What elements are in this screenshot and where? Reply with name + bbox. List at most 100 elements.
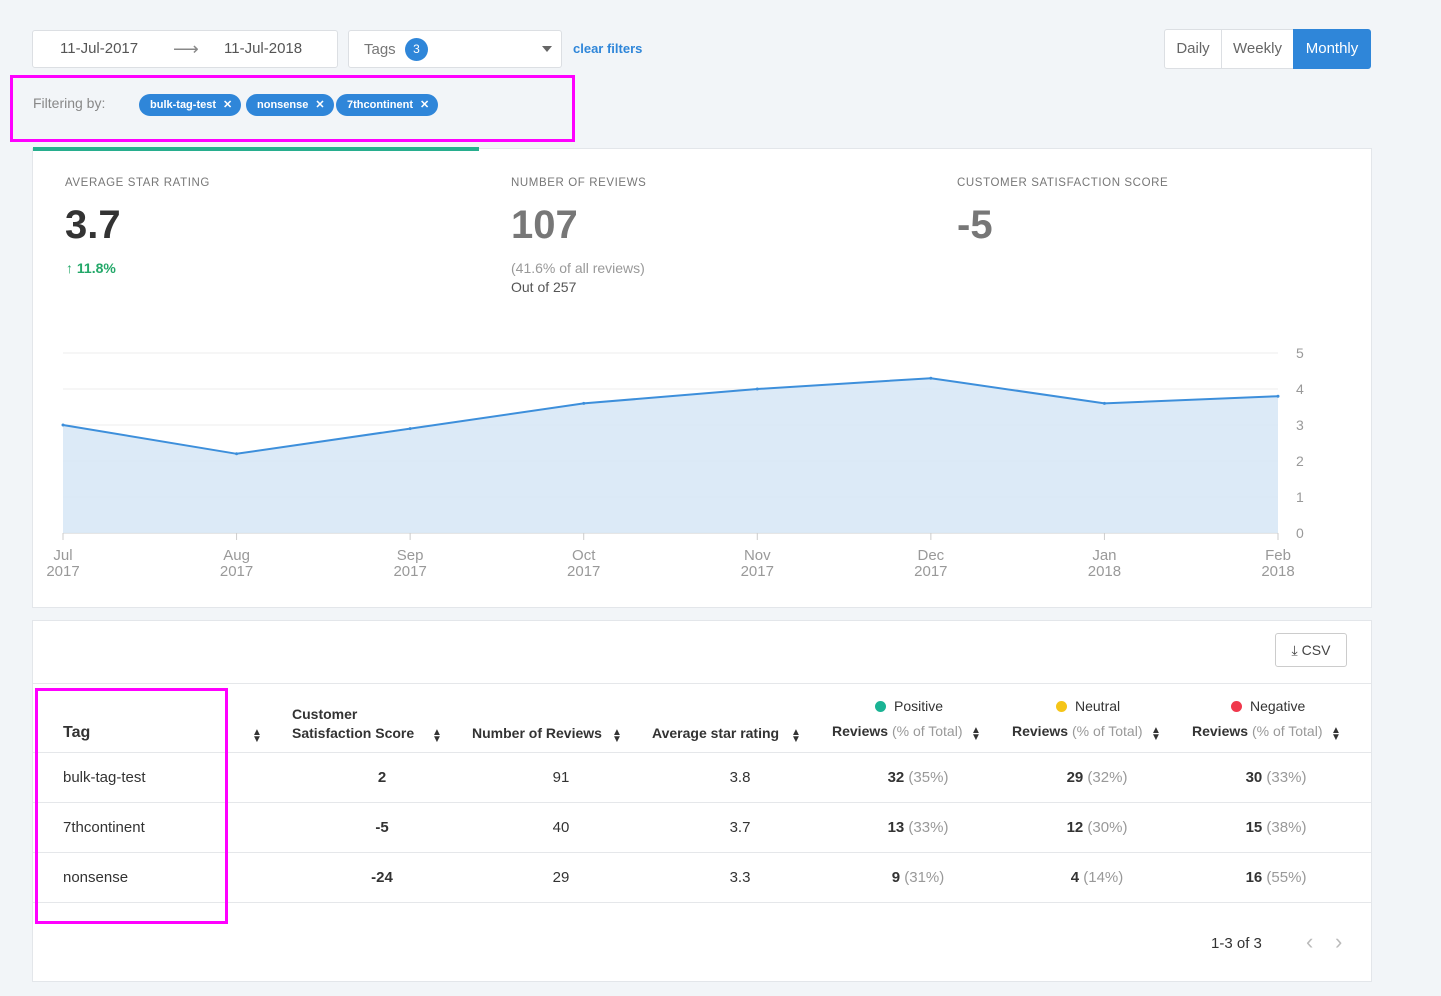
col-header-tag[interactable]: Tag bbox=[63, 724, 91, 741]
x-tick-label-month: Jan bbox=[1092, 547, 1116, 564]
col-header-positive[interactable]: Reviews (% of Total) bbox=[832, 723, 962, 739]
num-reviews-value: 107 bbox=[511, 203, 578, 247]
divider bbox=[33, 802, 1371, 803]
neutral-dot-icon bbox=[1056, 701, 1067, 712]
cell-neu-pct: (32%) bbox=[1087, 769, 1128, 786]
data-point bbox=[582, 401, 586, 405]
neutral-legend: Neutral bbox=[1056, 698, 1120, 714]
filter-chip[interactable]: bulk-tag-test ✕ bbox=[139, 94, 242, 116]
col-header-num-reviews[interactable]: Number of Reviews bbox=[472, 725, 602, 741]
date-range-picker[interactable]: 11-Jul-2017 ⟶ 11-Jul-2018 bbox=[32, 30, 338, 68]
cell-num: 91 bbox=[552, 769, 570, 786]
filter-chip[interactable]: nonsense ✕ bbox=[246, 94, 334, 116]
num-reviews-total: Out of 257 bbox=[511, 279, 577, 295]
positive-label: Positive bbox=[894, 698, 944, 714]
data-point bbox=[61, 423, 65, 427]
cell-neu: 12 (30%) bbox=[1027, 819, 1167, 836]
pct-total-word: (% of Total) bbox=[1071, 723, 1143, 739]
arrow-up-icon: ↑ bbox=[66, 260, 73, 276]
col-header-csat-line2[interactable]: Satisfaction Score bbox=[292, 725, 415, 741]
cell-pos: 32 (35%) bbox=[848, 769, 988, 786]
cell-neg-count: 16 bbox=[1245, 869, 1263, 886]
x-tick-label-year: 2017 bbox=[393, 563, 426, 580]
trend-value: 11.8% bbox=[76, 260, 116, 276]
cell-neu-pct: (14%) bbox=[1083, 869, 1124, 886]
cell-pos-pct: (33%) bbox=[908, 819, 949, 836]
x-tick-label-year: 2017 bbox=[567, 563, 600, 580]
cell-tag: 7thcontinent bbox=[63, 819, 145, 836]
cell-pos-pct: (35%) bbox=[908, 769, 949, 786]
csv-download-button[interactable]: ⤓ CSV bbox=[1275, 633, 1347, 667]
x-tick-label-year: 2017 bbox=[741, 563, 774, 580]
x-tick-label-month: Feb bbox=[1265, 547, 1291, 564]
reviews-word: Reviews bbox=[1012, 723, 1069, 739]
end-date[interactable]: 11-Jul-2018 bbox=[224, 40, 303, 57]
sort-icon[interactable]: ▲ ▼ bbox=[252, 727, 262, 745]
x-tick-label-month: Nov bbox=[744, 547, 771, 564]
remove-chip-icon[interactable]: ✕ bbox=[223, 99, 233, 111]
x-tick-label-year: 2017 bbox=[914, 563, 947, 580]
sort-icon[interactable]: ▲ ▼ bbox=[791, 727, 801, 745]
remove-chip-icon[interactable]: ✕ bbox=[420, 99, 430, 111]
cell-num: 40 bbox=[552, 819, 570, 836]
star-rating-area-chart: 012345Jul2017Aug2017Sep2017Oct2017Nov201… bbox=[46, 345, 1304, 580]
cell-neu-count: 4 bbox=[1070, 869, 1080, 886]
period-daily-button[interactable]: Daily bbox=[1164, 29, 1222, 69]
positive-legend: Positive bbox=[875, 698, 943, 714]
sort-icon[interactable]: ▲ ▼ bbox=[971, 725, 981, 743]
cell-neg: 16 (55%) bbox=[1206, 869, 1346, 886]
col-header-csat-line1[interactable]: Customer bbox=[292, 706, 358, 722]
x-tick-label-month: Jul bbox=[53, 547, 72, 564]
cell-pos-count: 13 bbox=[887, 819, 905, 836]
cell-neg-pct: (33%) bbox=[1266, 769, 1307, 786]
sort-icon[interactable]: ▲ ▼ bbox=[1151, 725, 1161, 743]
avg-star-value: 3.7 bbox=[65, 203, 121, 247]
data-point bbox=[929, 376, 933, 380]
num-reviews-label: NUMBER OF REVIEWS bbox=[511, 177, 647, 189]
cell-tag: bulk-tag-test bbox=[63, 769, 146, 786]
data-point bbox=[1276, 394, 1280, 398]
x-tick-label-month: Oct bbox=[572, 547, 596, 564]
cell-neg-count: 15 bbox=[1245, 819, 1263, 836]
next-page-icon[interactable]: › bbox=[1335, 929, 1343, 954]
reviews-word: Reviews bbox=[832, 723, 889, 739]
chip-label: nonsense bbox=[257, 99, 309, 111]
cell-pos-count: 32 bbox=[887, 769, 905, 786]
arrow-right-icon: ⟶ bbox=[173, 39, 199, 59]
x-tick-label-month: Aug bbox=[223, 547, 250, 564]
pagination-label: 1-3 of 3 bbox=[1211, 935, 1262, 952]
caret-down-icon bbox=[542, 46, 552, 52]
tags-label: Tags bbox=[364, 41, 396, 58]
reviews-word: Reviews bbox=[1192, 723, 1249, 739]
clear-filters-link[interactable]: clear filters bbox=[573, 41, 643, 56]
sort-icon[interactable]: ▲ ▼ bbox=[1331, 725, 1341, 743]
tags-table-panel bbox=[32, 620, 1372, 982]
prev-page-icon[interactable]: ‹ bbox=[1306, 929, 1314, 954]
col-header-avg-star[interactable]: Average star rating bbox=[652, 725, 780, 741]
remove-chip-icon[interactable]: ✕ bbox=[315, 99, 325, 111]
x-tick-label-month: Sep bbox=[397, 547, 424, 564]
cell-num: 29 bbox=[552, 869, 570, 886]
cell-pos-pct: (31%) bbox=[904, 869, 945, 886]
tags-dropdown[interactable]: Tags 3 bbox=[348, 30, 562, 68]
active-stat-indicator bbox=[33, 147, 479, 151]
col-header-negative[interactable]: Reviews (% of Total) bbox=[1192, 723, 1322, 739]
chip-label: bulk-tag-test bbox=[150, 99, 216, 111]
sort-icon[interactable]: ▲ ▼ bbox=[612, 727, 622, 745]
sort-icon[interactable]: ▲ ▼ bbox=[432, 727, 442, 745]
cell-avg: 3.7 bbox=[729, 819, 751, 836]
cell-tag: nonsense bbox=[63, 869, 129, 886]
period-weekly-button[interactable]: Weekly bbox=[1221, 29, 1294, 69]
y-tick-label: 0 bbox=[1296, 525, 1304, 541]
period-monthly-button[interactable]: Monthly bbox=[1293, 29, 1371, 69]
num-reviews-pct: (41.6% of all reviews) bbox=[511, 260, 645, 276]
filter-chip[interactable]: 7thcontinent ✕ bbox=[336, 94, 439, 116]
col-header-neutral[interactable]: Reviews (% of Total) bbox=[1012, 723, 1142, 739]
filter-highlight-box bbox=[10, 75, 575, 142]
csv-label: CSV bbox=[1301, 642, 1331, 658]
start-date[interactable]: 11-Jul-2017 bbox=[60, 40, 139, 57]
y-tick-label: 1 bbox=[1296, 489, 1304, 505]
negative-legend: Negative bbox=[1231, 698, 1305, 714]
cell-neu-count: 29 bbox=[1066, 769, 1084, 786]
y-tick-label: 4 bbox=[1296, 381, 1304, 397]
